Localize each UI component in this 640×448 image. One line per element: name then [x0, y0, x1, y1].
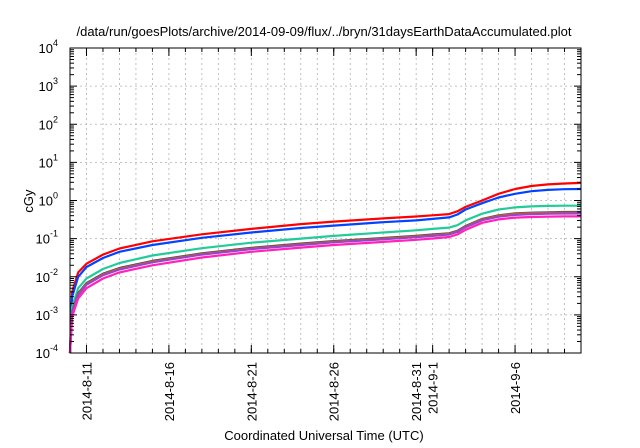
- y-tick-label: 101: [39, 152, 58, 170]
- y-tick-exponent: 0: [53, 191, 58, 201]
- y-tick-label: 103: [39, 76, 58, 94]
- x-axis-label: Coordinated Universal Time (UTC): [224, 428, 423, 443]
- series-line-3: [68, 204, 581, 354]
- y-tick-exponent: 3: [53, 76, 58, 86]
- x-tick-label: 2014-9-1: [426, 362, 441, 414]
- y-tick-exponent: 1: [53, 152, 58, 162]
- y-tick-exponent: -4: [50, 343, 58, 353]
- x-ticks: 2014-8-11 2014-8-16 2014-8-21 2014-8-26 2014…: [69, 48, 582, 421]
- y-axis-label: cGy: [21, 189, 36, 213]
- grid: [70, 48, 581, 353]
- y-tick-exponent: 4: [53, 38, 58, 48]
- y-tick-label: 10-4: [36, 343, 58, 361]
- x-tick-label: 2014-8-26: [327, 362, 342, 421]
- y-tick-label: 100: [39, 191, 58, 209]
- y-tick-label: 10-2: [36, 267, 58, 285]
- y-tick-label: 102: [39, 114, 58, 132]
- y-tick-exponent: 2: [53, 114, 58, 124]
- series-line-4: [68, 210, 581, 354]
- series-line-5: [68, 211, 581, 354]
- series-line-7: [68, 215, 581, 354]
- series-line-2: [68, 187, 582, 354]
- y-tick-exponent: -2: [50, 267, 58, 277]
- y-tick-label: 10-3: [36, 305, 58, 323]
- series-line-1: [68, 181, 582, 354]
- x-tick-label: 2014-8-11: [79, 362, 94, 420]
- y-tick-label: 10-1: [36, 229, 58, 247]
- series-line-6: [68, 212, 581, 354]
- x-tick-label: 2014-8-16: [162, 362, 177, 421]
- x-tick-label: 2014-9-6: [508, 362, 523, 414]
- x-tick-label: 2014-8-31: [409, 362, 424, 421]
- y-tick-exponent: -3: [50, 305, 58, 315]
- chart-title: /data/run/goesPlots/archive/2014-09-09/f…: [76, 24, 571, 39]
- series-layer: [68, 181, 582, 354]
- y-tick-label: 104: [39, 38, 58, 56]
- x-tick-label: 2014-8-21: [244, 362, 259, 421]
- y-tick-exponent: -1: [50, 229, 58, 239]
